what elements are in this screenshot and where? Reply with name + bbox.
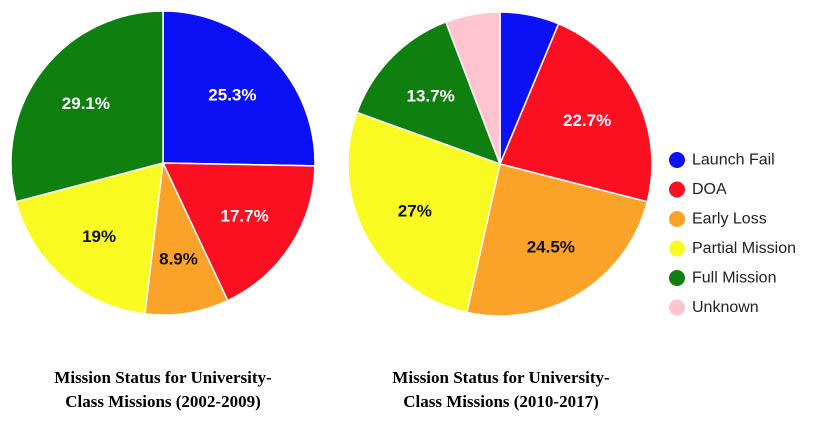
legend-swatch-partial-mission (669, 240, 685, 257)
slice-label-early-loss: 24.5% (527, 237, 575, 256)
slice-label-full-mission: 29.1% (62, 94, 110, 113)
chart-title-line: Mission Status for University- (54, 368, 272, 387)
pie-charts: 25.3% 17.7% 8.9% 19% 29.1% 22.7% 24.5% 27% 13.7… (10, 10, 796, 317)
legend-swatch-full-mission (669, 270, 685, 286)
legend-swatch-doa (669, 181, 685, 198)
chart-title-2002-2009: Mission Status for University- Class Mis… (8, 366, 318, 414)
pie-slice-partial-mission (347, 111, 501, 314)
pie-slice-early-loss (465, 163, 649, 317)
legend-label-unknown: Unknown (692, 299, 759, 316)
legend-label-partial-mission: Partial Mission (692, 240, 796, 257)
chart-title-line: Mission Status for University- (392, 368, 610, 387)
slice-label-full-mission: 13.7% (406, 86, 454, 105)
slice-label-partial-mission: 19% (82, 227, 116, 246)
slice-label-early-loss: 8.9% (159, 250, 198, 269)
legend-label-early-loss: Early Loss (692, 211, 767, 228)
slice-label-partial-mission: 27% (398, 201, 432, 220)
pie-slice-full-mission (10, 10, 164, 203)
chart-title-line: Class Missions (2002-2009) (65, 392, 261, 411)
pie-slice-launch-fail (162, 10, 316, 167)
legend-swatch-early-loss (669, 211, 685, 227)
pie-slice-doa (161, 162, 316, 302)
pie-slice-doa (498, 22, 653, 203)
pie-chart-2002-2009: 25.3% 17.7% 8.9% 19% 29.1% (10, 10, 316, 316)
chart-title-2010-2017: Mission Status for University- Class Mis… (346, 366, 656, 414)
legend-swatch-unknown (669, 299, 685, 316)
pie-slice-partial-mission (15, 161, 164, 315)
legend-label-doa: DOA (692, 181, 727, 198)
pie-slice-full-mission (356, 21, 502, 166)
legend: Launch Fail DOA Early Loss Partial Mission F… (669, 152, 796, 316)
pie-slice-early-loss (144, 160, 229, 316)
slice-label-doa: 17.7% (220, 206, 268, 225)
pie-slice-unknown (444, 11, 501, 165)
slice-label-doa: 22.7% (563, 111, 611, 130)
legend-label-launch-fail: Launch Fail (692, 152, 775, 169)
legend-label-full-mission: Full Mission (692, 270, 776, 287)
slice-label-launch-fail: 25.3% (208, 85, 256, 104)
chart-title-line: Class Missions (2010-2017) (403, 392, 599, 411)
pie-chart-2010-2017: 22.7% 24.5% 27% 13.7% (347, 11, 653, 317)
legend-swatch-launch-fail (669, 152, 685, 168)
